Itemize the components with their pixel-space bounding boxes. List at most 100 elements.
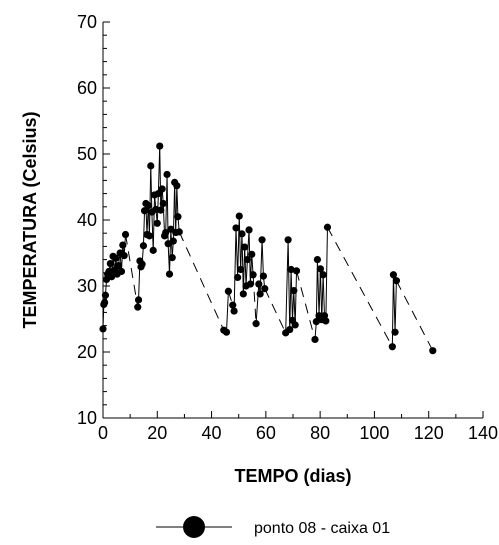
series-segment bbox=[159, 146, 162, 211]
data-point bbox=[140, 207, 149, 215]
data-point bbox=[241, 243, 249, 251]
data-point bbox=[290, 287, 298, 295]
series-segment bbox=[102, 304, 105, 329]
y-tick-label: 40 bbox=[77, 210, 97, 230]
x-tick-label: 120 bbox=[414, 423, 444, 443]
data-point bbox=[112, 254, 120, 262]
data-point bbox=[388, 343, 396, 351]
data-point bbox=[157, 206, 165, 214]
data-point bbox=[322, 317, 330, 325]
data-point bbox=[139, 242, 148, 250]
data-point bbox=[258, 236, 266, 244]
data-point bbox=[429, 347, 437, 355]
data-point bbox=[287, 265, 295, 274]
data-point bbox=[169, 237, 177, 245]
x-tick-label: 0 bbox=[98, 423, 108, 443]
y-tick-label: 30 bbox=[77, 276, 97, 296]
y-tick-label: 10 bbox=[77, 408, 97, 428]
series-segment bbox=[255, 283, 260, 324]
data-point bbox=[292, 267, 301, 275]
data-point bbox=[243, 256, 251, 264]
legend: ponto 08 - caixa 01 bbox=[156, 516, 390, 538]
series-segment bbox=[285, 239, 289, 333]
y-tick-label: 70 bbox=[77, 12, 97, 32]
data-point bbox=[162, 228, 170, 237]
data-point bbox=[234, 273, 242, 282]
data-point bbox=[389, 271, 398, 279]
data-point bbox=[168, 254, 176, 262]
data-point bbox=[245, 226, 253, 234]
data-point bbox=[319, 271, 327, 279]
y-tick-label: 60 bbox=[77, 78, 97, 98]
data-point bbox=[117, 267, 126, 276]
y-axis-title: TEMPERATURA (Celsius) bbox=[20, 111, 40, 328]
data-point bbox=[159, 199, 167, 208]
series-segment bbox=[245, 259, 248, 287]
data-point bbox=[312, 318, 320, 326]
plot-area bbox=[102, 22, 483, 419]
data-point bbox=[120, 252, 128, 260]
y-tick-label: 50 bbox=[77, 144, 97, 164]
data-point bbox=[313, 256, 322, 264]
data-point bbox=[261, 285, 269, 293]
series-segment bbox=[176, 185, 179, 217]
data-point bbox=[224, 287, 232, 295]
data-point bbox=[156, 142, 164, 150]
data-point bbox=[291, 321, 299, 329]
data-point bbox=[158, 185, 166, 193]
series-segment bbox=[241, 233, 244, 294]
data-point bbox=[147, 162, 155, 170]
series-segment bbox=[249, 254, 253, 285]
data-point bbox=[237, 265, 245, 274]
data-point bbox=[173, 182, 181, 190]
x-tick-label: 140 bbox=[468, 423, 498, 443]
data-point bbox=[138, 260, 146, 268]
series-segment bbox=[226, 291, 229, 333]
dashed-connector bbox=[395, 280, 434, 351]
series-segment bbox=[238, 216, 242, 270]
x-tick-label: 20 bbox=[147, 423, 167, 443]
data-point bbox=[119, 241, 127, 249]
series-segment bbox=[294, 270, 298, 325]
data-point bbox=[311, 335, 319, 344]
data-point bbox=[286, 325, 294, 334]
y-tick-label: 20 bbox=[77, 342, 97, 362]
data-point bbox=[121, 230, 130, 239]
x-axis-title: TEMPO (dias) bbox=[234, 466, 351, 486]
data-point bbox=[108, 273, 116, 281]
series-segment bbox=[290, 269, 293, 321]
data-point bbox=[229, 301, 237, 309]
data-point bbox=[163, 170, 171, 179]
series-segment bbox=[392, 274, 396, 333]
data-point bbox=[144, 201, 152, 210]
data-point bbox=[174, 213, 182, 221]
data-point bbox=[175, 228, 183, 236]
data-point bbox=[235, 212, 243, 220]
x-tick-label: 100 bbox=[359, 423, 389, 443]
data-point bbox=[246, 280, 254, 288]
data-point bbox=[230, 307, 238, 315]
series-segment bbox=[244, 247, 247, 287]
x-tick-label: 80 bbox=[310, 423, 330, 443]
series-segment bbox=[142, 210, 146, 246]
dashed-connector bbox=[327, 227, 393, 347]
legend-marker bbox=[183, 516, 205, 538]
series-segment bbox=[148, 165, 152, 236]
series-segment bbox=[287, 239, 291, 330]
dashed-connector bbox=[252, 274, 257, 324]
data-point bbox=[101, 291, 110, 299]
data-point bbox=[145, 232, 154, 240]
data-point bbox=[134, 296, 143, 304]
x-tick-label: 60 bbox=[256, 423, 276, 443]
data-point bbox=[249, 271, 257, 279]
data-point bbox=[153, 219, 161, 227]
data-point bbox=[165, 270, 174, 278]
series-segment bbox=[233, 227, 237, 312]
series-segment bbox=[261, 239, 264, 277]
data-point bbox=[134, 303, 142, 311]
data-point bbox=[149, 246, 157, 254]
data-point bbox=[316, 265, 325, 273]
x-axis-ticks: 0 20 40 60 80 100 120 140 bbox=[98, 411, 498, 443]
data-point bbox=[248, 250, 256, 258]
